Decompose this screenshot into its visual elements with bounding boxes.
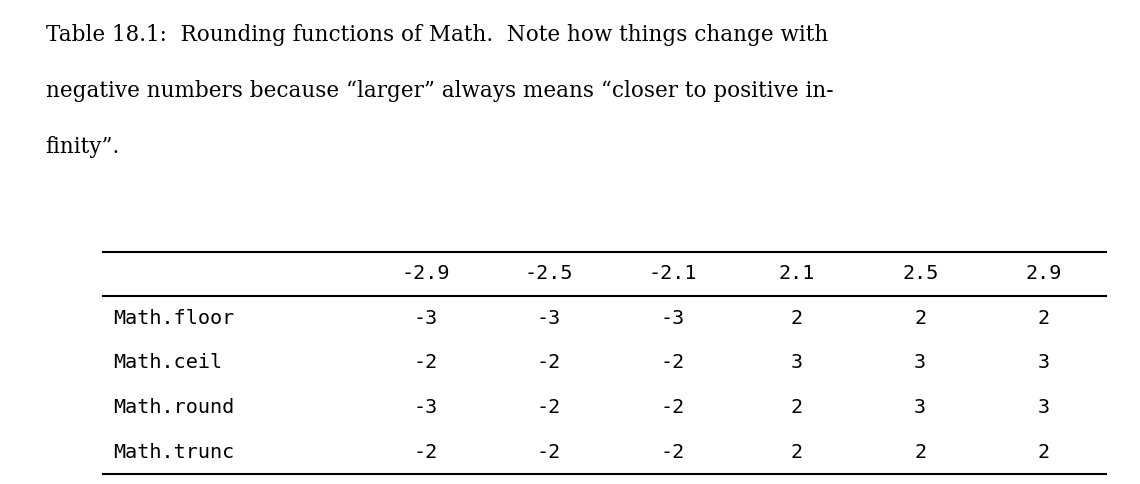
Text: 2.9: 2.9 xyxy=(1026,264,1062,284)
Text: 2: 2 xyxy=(914,442,927,462)
Text: -2: -2 xyxy=(537,442,561,462)
Text: 2: 2 xyxy=(790,309,803,328)
Text: -3: -3 xyxy=(660,309,685,328)
Text: 3: 3 xyxy=(790,353,803,373)
Text: -2.1: -2.1 xyxy=(649,264,697,284)
Text: -2: -2 xyxy=(660,398,685,417)
Text: -3: -3 xyxy=(413,309,438,328)
Text: -2.9: -2.9 xyxy=(401,264,449,284)
Text: -2: -2 xyxy=(413,442,438,462)
Text: -3: -3 xyxy=(537,309,561,328)
Text: Table 18.1:  Rounding functions of Math.  Note how things change with: Table 18.1: Rounding functions of Math. … xyxy=(46,24,828,46)
Text: 2: 2 xyxy=(790,442,803,462)
Text: -2: -2 xyxy=(660,442,685,462)
Text: 2: 2 xyxy=(914,309,927,328)
Text: 2: 2 xyxy=(1037,442,1050,462)
Text: Math.ceil: Math.ceil xyxy=(113,353,222,373)
Text: -2: -2 xyxy=(660,353,685,373)
Text: 2.5: 2.5 xyxy=(902,264,938,284)
Text: -2: -2 xyxy=(537,353,561,373)
Text: 2: 2 xyxy=(790,398,803,417)
Text: finity”.: finity”. xyxy=(46,136,120,157)
Text: 2: 2 xyxy=(1037,309,1050,328)
Text: 3: 3 xyxy=(1037,353,1050,373)
Text: -3: -3 xyxy=(413,398,438,417)
Text: Math.trunc: Math.trunc xyxy=(113,442,234,462)
Text: Math.floor: Math.floor xyxy=(113,309,234,328)
Text: 2.1: 2.1 xyxy=(779,264,815,284)
Text: 3: 3 xyxy=(914,353,927,373)
Text: -2.5: -2.5 xyxy=(524,264,573,284)
Text: -2: -2 xyxy=(537,398,561,417)
Text: Math.round: Math.round xyxy=(113,398,234,417)
Text: 3: 3 xyxy=(914,398,927,417)
Text: 3: 3 xyxy=(1037,398,1050,417)
Text: -2: -2 xyxy=(413,353,438,373)
Text: negative numbers because “larger” always means “closer to positive in-: negative numbers because “larger” always… xyxy=(46,80,833,102)
